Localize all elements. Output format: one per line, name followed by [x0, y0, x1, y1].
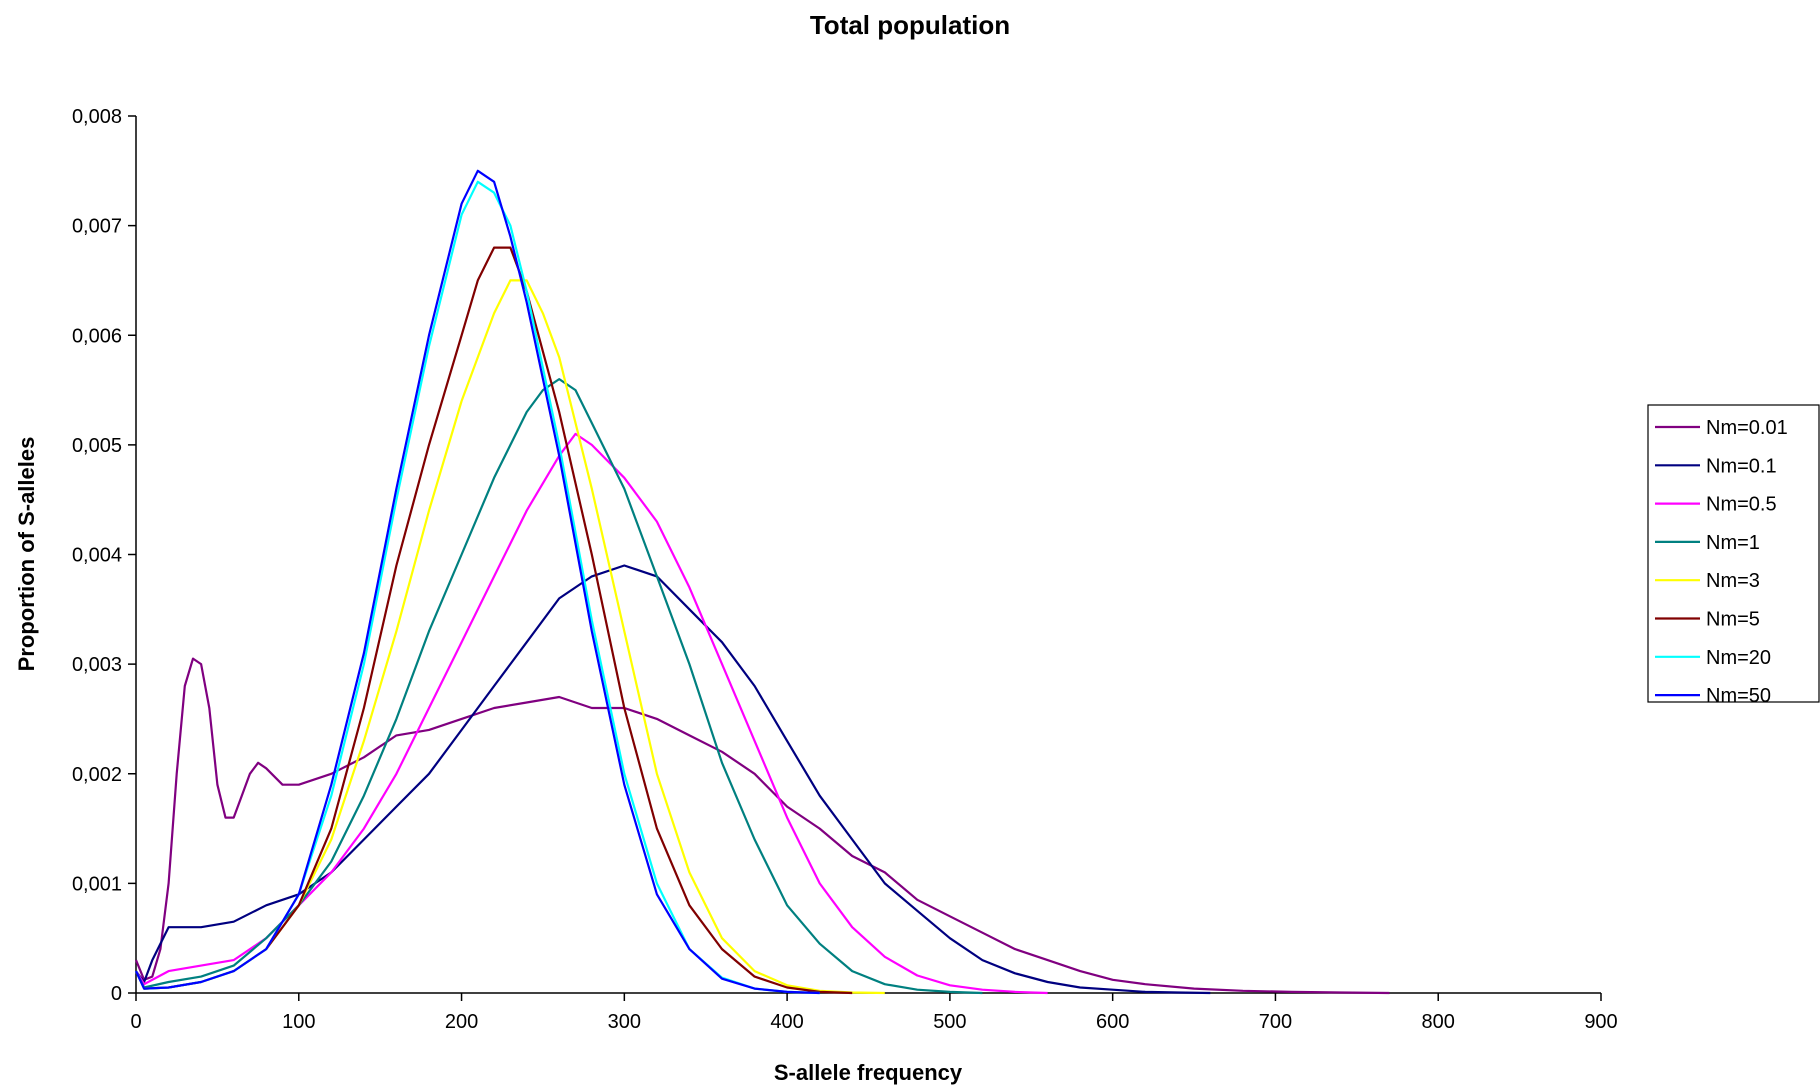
x-tick-label: 500 [933, 1011, 966, 1033]
y-tick-label: 0,008 [72, 106, 122, 128]
legend-label: Nm=0.5 [1706, 494, 1777, 516]
x-tick-label: 200 [445, 1011, 478, 1033]
series-line-6 [135, 180, 820, 995]
y-tick-label: 0,007 [72, 216, 122, 238]
series-line-0 [134, 657, 1390, 995]
x-tick-label: 100 [282, 1011, 315, 1033]
y-axis-title: Proportion of S-alleles [14, 437, 39, 672]
legend-label: Nm=1 [1706, 532, 1760, 554]
chart-title: Total population [810, 10, 1010, 40]
legend-label: Nm=3 [1706, 570, 1760, 592]
x-tick-label: 300 [608, 1011, 641, 1033]
x-tick-label: 400 [770, 1011, 803, 1033]
legend-label: Nm=5 [1706, 609, 1760, 631]
y-ticks: 0 0,001 0,002 0,003 0,004 0,005 0,006 0,007 0,00… [72, 106, 136, 1005]
legend-box [1647, 404, 1820, 703]
y-tick-label: 0,006 [72, 325, 122, 347]
y-tick-label: 0,004 [72, 545, 122, 567]
y-tick-label: 0,005 [72, 435, 122, 457]
x-ticks: 0 100 200 300 400 500 600 700 800 900 [130, 993, 1618, 1033]
y-tick-label: 0,003 [72, 654, 122, 676]
series-line-5 [135, 246, 853, 995]
legend-label: Nm=50 [1706, 685, 1771, 707]
plot-area: 0 0,001 0,002 0,003 0,004 0,005 0,006 0,007 0,00… [72, 106, 1618, 1033]
y-tick-label: 0 [111, 983, 122, 1005]
x-tick-label: 0 [130, 1011, 141, 1033]
y-tick-label: 0,001 [72, 873, 122, 895]
series-line-7 [135, 169, 820, 995]
legend-label: Nm=0.01 [1706, 417, 1788, 439]
x-tick-label: 900 [1584, 1011, 1617, 1033]
x-axis-title: S-allele frequency [774, 1060, 963, 1085]
x-tick-label: 700 [1259, 1011, 1292, 1033]
y-tick-label: 0,002 [72, 764, 122, 786]
x-tick-label: 800 [1422, 1011, 1455, 1033]
x-tick-label: 600 [1096, 1011, 1129, 1033]
legend: Nm=0.01 Nm=0.1 Nm=0.5 Nm=1 Nm=3 Nm=5 Nm=20 Nm=5… [1647, 404, 1820, 707]
series-line-1 [135, 564, 1211, 995]
series-line-2 [135, 432, 1048, 995]
legend-label: Nm=20 [1706, 647, 1771, 669]
series-lines [134, 169, 1390, 995]
series-line-3 [135, 378, 983, 995]
series-line-4 [135, 279, 885, 995]
legend-label: Nm=0.1 [1706, 455, 1777, 477]
